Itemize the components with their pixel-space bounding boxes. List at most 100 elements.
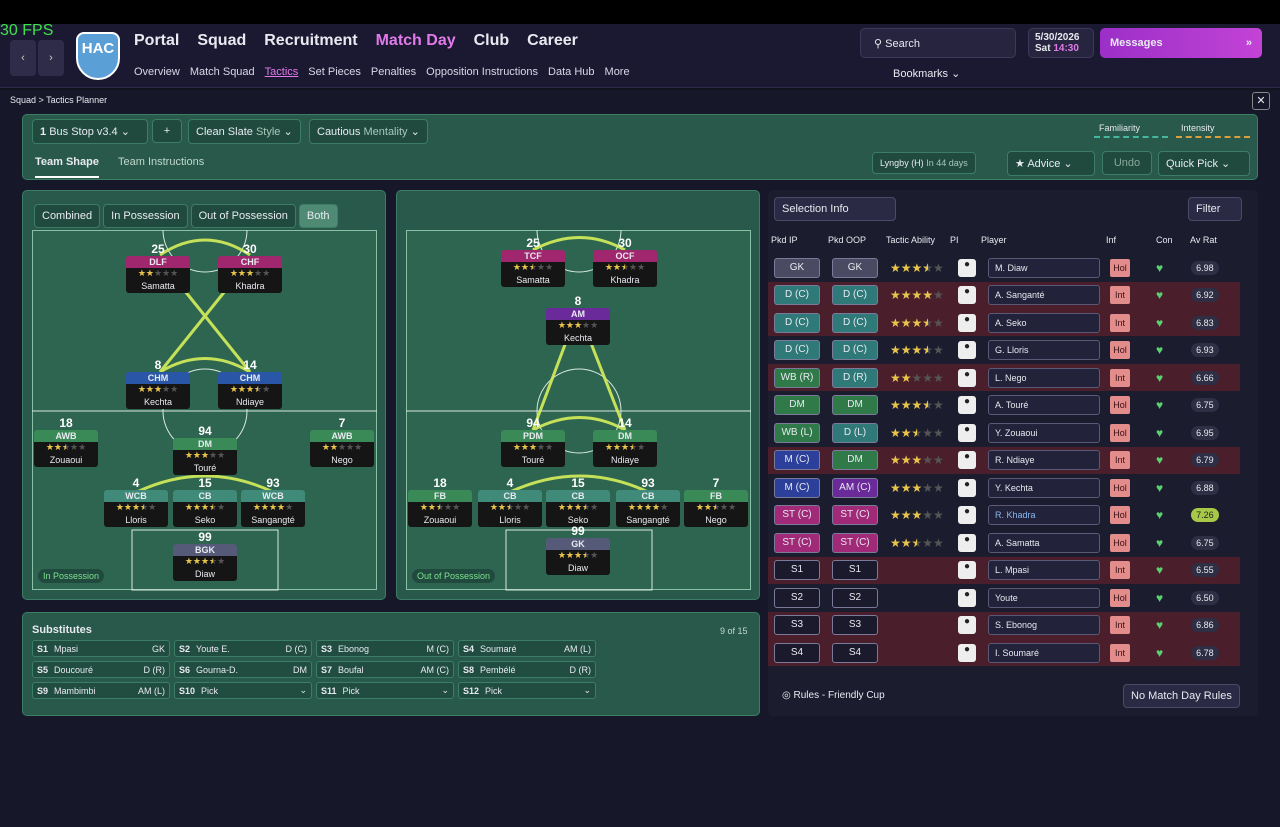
pi-button[interactable]: ● (958, 286, 976, 304)
pi-button[interactable]: ● (958, 478, 976, 497)
view-toggle[interactable]: Out of Possession (190, 204, 296, 228)
sub-slot[interactable]: S3 Ebonog M (C) (316, 640, 454, 657)
subnav-item[interactable]: Tactics (264, 66, 299, 78)
picked-ip[interactable]: WB (L) (774, 422, 820, 443)
quick-pick[interactable]: Quick Pick ⌄ (1158, 151, 1250, 176)
player-card[interactable]: 8AM★★★★★★★★★★Kechta (546, 294, 610, 345)
pi-button[interactable]: ● (958, 368, 976, 387)
player-select[interactable]: A. Sanganté (988, 285, 1100, 305)
pi-button[interactable]: ● (958, 561, 976, 579)
column-header[interactable]: PI (950, 235, 959, 245)
style-select[interactable]: Clean Slate Style ⌄ (188, 119, 301, 144)
picked-oop[interactable]: D (C) (832, 340, 878, 360)
sub-slot[interactable]: S9 Mambimbi AM (L) (32, 682, 170, 699)
picked-ip[interactable]: S4 (774, 642, 820, 663)
player-card[interactable]: 7FB★★★★★★★★★★Nego (684, 476, 748, 527)
pi-button[interactable]: ● (958, 533, 976, 552)
pi-button[interactable]: ● (958, 616, 976, 634)
crumb[interactable]: Squad (10, 95, 37, 105)
nav-item[interactable]: Career (527, 32, 578, 49)
pi-button[interactable]: ● (958, 588, 976, 607)
pi-button[interactable]: ● (958, 258, 976, 277)
picked-ip[interactable]: D (C) (774, 312, 820, 333)
nav-item[interactable]: Club (473, 32, 510, 49)
player-select[interactable]: R. Ndiaye (988, 450, 1100, 470)
player-select[interactable]: Youte (988, 587, 1100, 608)
picked-oop[interactable]: AM (C) (832, 477, 878, 498)
messages[interactable]: Messages» (1100, 28, 1262, 58)
picked-ip[interactable]: M (C) (774, 450, 820, 470)
next-match[interactable]: Lyngby (H) In 44 days (872, 152, 976, 174)
back[interactable]: ‹ (10, 40, 36, 76)
sub-slot[interactable]: S2 Youte E. D (C) (174, 640, 312, 657)
column-header[interactable]: Pkd IP (771, 235, 798, 245)
sub-slot[interactable]: S5 Doucouré D (R) (32, 661, 170, 678)
subnav-item[interactable]: Match Squad (189, 66, 255, 78)
rules-button[interactable]: No Match Day Rules (1123, 684, 1240, 708)
forward[interactable]: › (38, 40, 64, 76)
nav-item[interactable]: Recruitment (264, 32, 358, 49)
picked-oop[interactable]: D (C) (832, 312, 878, 333)
picked-ip[interactable]: D (C) (774, 340, 820, 360)
sub-slot[interactable]: S8 Pembélé D (R) (458, 661, 596, 678)
pi-button[interactable]: ● (958, 313, 976, 332)
player-select[interactable]: R. Khadra (988, 505, 1100, 525)
familiarity[interactable]: Familiarity (1094, 120, 1168, 138)
filter[interactable]: Filter (1188, 197, 1242, 221)
picked-oop[interactable]: ST (C) (832, 532, 878, 553)
subnav-item[interactable]: Set Pieces (308, 66, 361, 78)
picked-oop[interactable]: DM (832, 395, 878, 415)
sub-slot[interactable]: S7 Boufal AM (C) (316, 661, 454, 678)
player-select[interactable]: L. Mpasi (988, 560, 1100, 580)
picked-ip[interactable]: DM (774, 395, 820, 415)
subnav-item[interactable]: Penalties (370, 66, 417, 78)
bookmarks[interactable]: Bookmarks ⌄ (893, 68, 961, 80)
column-header[interactable]: Con (1156, 235, 1173, 245)
subnav-item[interactable]: Opposition Instructions (426, 66, 539, 78)
picked-oop[interactable]: S3 (832, 615, 878, 635)
sub-slot[interactable]: S11 Pick ⌄ (316, 682, 454, 699)
subnav-item[interactable]: Data Hub (548, 66, 595, 78)
picked-ip[interactable]: D (C) (774, 285, 820, 305)
player-select[interactable]: I. Soumaré (988, 642, 1100, 663)
nav-item[interactable]: Squad (197, 32, 247, 49)
picked-ip[interactable]: WB (R) (774, 367, 820, 388)
pi-button[interactable]: ● (958, 341, 976, 359)
subnav-item[interactable]: More (604, 66, 630, 78)
pi-button[interactable]: ● (958, 643, 976, 662)
picked-oop[interactable]: D (R) (832, 367, 878, 388)
picked-oop[interactable]: S4 (832, 642, 878, 663)
player-select[interactable]: S. Ebonog (988, 615, 1100, 635)
mentality-select[interactable]: Cautious Mentality ⌄ (309, 119, 428, 144)
column-header[interactable]: Tactic Ability (886, 235, 936, 245)
player-select[interactable]: Y. Zouaoui (988, 422, 1100, 443)
undo[interactable]: Undo (1102, 151, 1152, 175)
player-select[interactable]: L. Nego (988, 367, 1100, 388)
view-toggle[interactable]: In Possession (103, 204, 188, 228)
sub-slot[interactable]: S6 Gourna-D. DM (174, 661, 312, 678)
picked-ip[interactable]: GK (774, 257, 820, 278)
picked-oop[interactable]: D (C) (832, 285, 878, 305)
date-box[interactable]: 5/30/2026 Sat 14:30 (1028, 28, 1094, 58)
pi-button[interactable]: ● (958, 451, 976, 469)
picked-oop[interactable]: GK (832, 257, 878, 278)
selection-info[interactable]: Selection Info (774, 197, 896, 221)
player-select[interactable]: A. Touré (988, 395, 1100, 415)
sub-slot[interactable]: S12 Pick ⌄ (458, 682, 596, 699)
tactic-select[interactable]: 1 Bus Stop v3.4 ⌄ (32, 119, 148, 144)
player-select[interactable]: A. Samatta (988, 532, 1100, 553)
club-logo[interactable]: HAC (76, 32, 120, 80)
picked-oop[interactable]: D (L) (832, 422, 878, 443)
